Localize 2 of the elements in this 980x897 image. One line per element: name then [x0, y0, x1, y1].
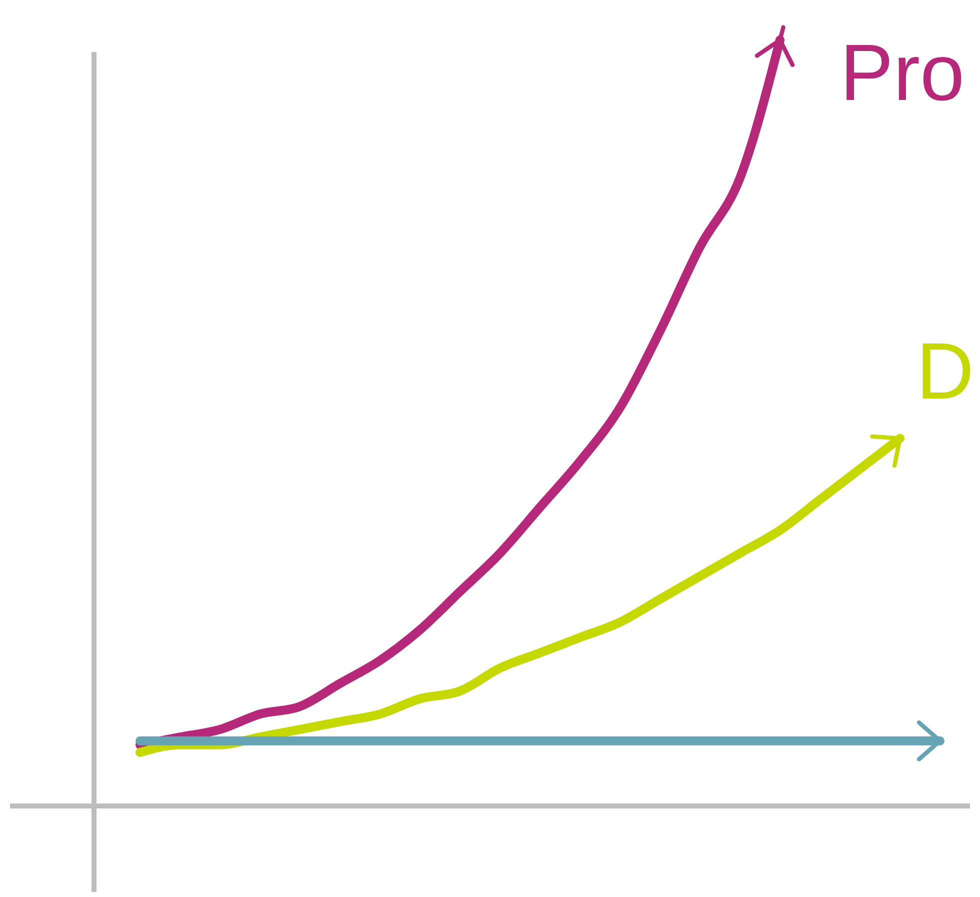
- series-label: Pro: [840, 28, 964, 117]
- series-label: D: [916, 326, 974, 416]
